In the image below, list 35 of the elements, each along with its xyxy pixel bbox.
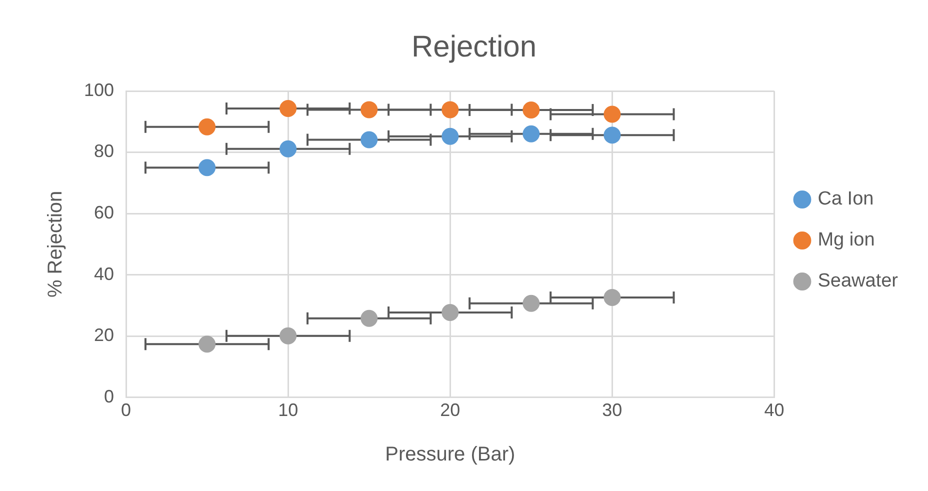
- legend-label: Seawater: [818, 270, 899, 292]
- point: [442, 101, 459, 118]
- legend-label: Ca Ion: [818, 188, 874, 210]
- point: [442, 128, 459, 145]
- point: [198, 336, 216, 353]
- y-tick-label: 0: [104, 386, 114, 406]
- point: [198, 118, 216, 136]
- x-tick-label: 40: [764, 400, 784, 420]
- x-tick-label: 20: [440, 400, 460, 420]
- legend-label: Mg ion: [818, 230, 875, 251]
- point: [604, 289, 621, 306]
- y-tick-label: 100: [84, 80, 114, 100]
- x-axis-title: Pressure (Bar): [385, 444, 516, 466]
- x-tick-label: 10: [278, 400, 298, 420]
- point: [280, 100, 297, 117]
- point: [604, 106, 621, 123]
- point: [360, 101, 378, 118]
- y-axis-title: % Rejection: [44, 190, 67, 298]
- x-tick-label: 0: [121, 400, 132, 420]
- point: [604, 126, 621, 144]
- y-tick-label: 40: [94, 264, 114, 284]
- y-tick-label: 60: [94, 202, 114, 223]
- point: [280, 140, 297, 158]
- point: [522, 125, 540, 142]
- point: [280, 327, 297, 344]
- point: [522, 101, 540, 118]
- chart-title: Rejection: [411, 30, 537, 64]
- y-tick-label: 80: [94, 141, 114, 162]
- y-tick-label: 20: [94, 325, 114, 346]
- point: [522, 294, 540, 312]
- point: [442, 304, 459, 322]
- point: [360, 310, 378, 327]
- point: [360, 131, 378, 148]
- x-tick-label: 30: [602, 400, 622, 420]
- point: [198, 159, 216, 176]
